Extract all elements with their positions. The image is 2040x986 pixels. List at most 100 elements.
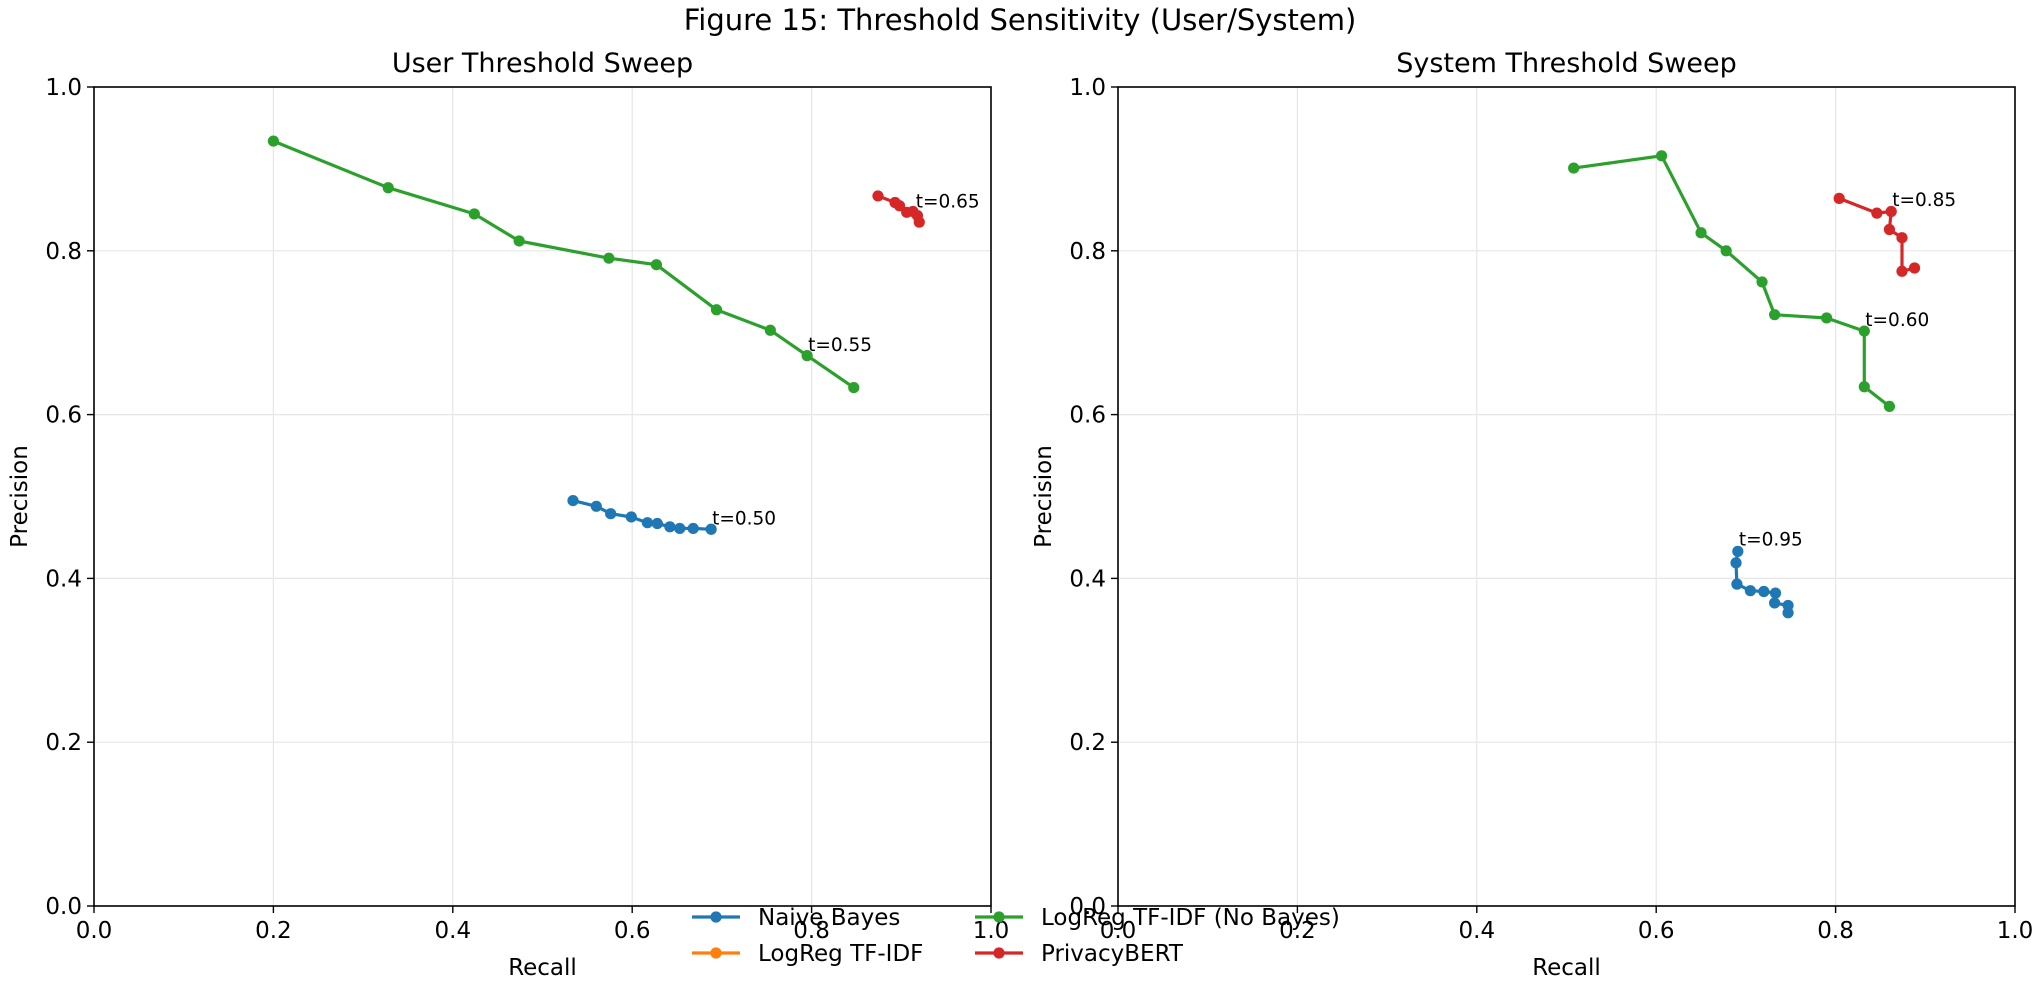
x-axis-label: Recall: [508, 955, 577, 981]
data-point-logreg-tf-idf-no-bayes: [603, 252, 615, 264]
y-tick-label: 1.0: [1069, 75, 1106, 101]
series-line-logreg-tf-idf-no-bayes: [1573, 154, 1891, 408]
y-tick-label: 0.8: [1069, 239, 1106, 265]
system-threshold-panel: t=0.95 t=0.60 t=0.85 0.0 0.2 0.4 0.6 0.8 1.0 0.0 0…: [1031, 48, 2033, 981]
data-point-naive-bayes: [1782, 607, 1794, 619]
data-point-naive-bayes: [567, 494, 579, 507]
x-tick-label: 0.0: [76, 918, 113, 944]
data-point-privacybert: [893, 200, 906, 212]
data-point-logreg-tf-idf-no-bayes: [1720, 245, 1732, 257]
y-axis-label: Precision: [7, 445, 33, 548]
data-point-naive-bayes: [1744, 585, 1756, 597]
data-point-naive-bayes: [651, 517, 663, 530]
data-point-privacybert: [1833, 192, 1845, 204]
x-tick-label: 0.4: [1459, 918, 1496, 944]
panel-title: User Threshold Sweep: [392, 48, 693, 79]
x-tick-label: 0.2: [255, 918, 292, 944]
x-tick-label: 1.0: [973, 918, 1010, 944]
legend: Naive Bayes LogReg TF-IDF LogReg TF-IDF (N…: [692, 905, 1340, 967]
data-point-privacybert: [1896, 265, 1908, 277]
axes-frame: [93, 86, 992, 907]
x-axis-label: Recall: [1532, 955, 1601, 981]
y-tick-label: 0.4: [45, 566, 82, 592]
legend-marker-logreg-tf-idf: [710, 947, 722, 959]
data-point-privacybert: [1871, 207, 1883, 219]
y-tick-label: 0.0: [1069, 894, 1106, 920]
data-point-naive-bayes: [605, 508, 617, 520]
legend-marker-logreg-tf-idf-no-bayes: [993, 911, 1005, 923]
data-point-logreg-tf-idf-no-bayes: [1858, 325, 1870, 337]
data-point-logreg-tf-idf-no-bayes: [513, 235, 525, 247]
x-tick-label: 0.2: [1279, 918, 1316, 944]
legend-marker-naive-bayes: [710, 911, 722, 923]
data-point-naive-bayes: [1758, 585, 1770, 598]
data-point-naive-bayes: [687, 522, 699, 535]
data-point-privacybert: [1883, 223, 1896, 236]
data-point-naive-bayes: [1730, 557, 1742, 569]
data-point-privacybert: [913, 216, 925, 228]
x-tick-label: 0.0: [1100, 918, 1137, 944]
data-point-logreg-tf-idf-no-bayes: [764, 324, 776, 336]
threshold-annotation: t=0.65: [916, 191, 980, 212]
y-tick-label: 0.4: [1069, 566, 1106, 592]
data-point-naive-bayes: [1731, 578, 1743, 590]
y-axis-label: Precision: [1031, 445, 1057, 548]
threshold-annotation: t=0.85: [1892, 190, 1956, 211]
data-point-naive-bayes: [1769, 597, 1781, 609]
user-threshold-panel: t=0.50 t=0.55 t=0.65 0.0 0.2 0.4 0.6 0.8 1.0 0.0 0…: [7, 48, 1009, 981]
legend-marker-privacybert: [993, 947, 1005, 959]
y-tick-label: 0.2: [45, 730, 82, 756]
data-point-logreg-tf-idf-no-bayes: [650, 259, 663, 271]
data-point-logreg-tf-idf-no-bayes: [1858, 381, 1870, 393]
data-point-logreg-tf-idf-no-bayes: [267, 135, 279, 147]
axes-frame: [1117, 86, 2016, 907]
threshold-annotation: t=0.95: [1739, 530, 1803, 551]
x-tick-label: 0.8: [1817, 918, 1854, 944]
x-tick-label: 0.6: [614, 918, 651, 944]
data-point-logreg-tf-idf-no-bayes: [1821, 312, 1833, 324]
threshold-annotation: t=0.50: [712, 508, 776, 529]
data-point-logreg-tf-idf-no-bayes: [710, 304, 723, 316]
y-tick-label: 0.8: [45, 239, 82, 265]
data-point-logreg-tf-idf-no-bayes: [801, 350, 813, 362]
series-line-logreg-tf-idf-no-bayes: [272, 139, 855, 389]
y-tick-label: 0.0: [45, 894, 82, 920]
data-point-naive-bayes: [1732, 545, 1744, 557]
panel-title: System Threshold Sweep: [1396, 48, 1737, 79]
y-tick-label: 0.6: [45, 403, 82, 429]
data-point-naive-bayes: [664, 521, 676, 533]
data-point-logreg-tf-idf-no-bayes: [1695, 227, 1707, 239]
x-tick-label: 0.8: [793, 918, 830, 944]
threshold-annotation: t=0.60: [1865, 310, 1929, 331]
y-tick-label: 0.2: [1069, 730, 1106, 756]
data-point-naive-bayes: [641, 517, 654, 529]
data-point-logreg-tf-idf-no-bayes: [848, 381, 860, 394]
data-point-logreg-tf-idf-no-bayes: [1883, 400, 1896, 413]
x-tick-label: 1.0: [1997, 918, 2034, 944]
data-point-privacybert: [872, 190, 884, 202]
y-tick-label: 0.6: [1069, 403, 1106, 429]
legend-label-logreg-tf-idf-no-bayes: LogReg TF-IDF (No Bayes): [1041, 905, 1340, 931]
data-point-logreg-tf-idf-no-bayes: [1568, 162, 1580, 174]
legend-label-privacybert: PrivacyBERT: [1041, 941, 1184, 967]
data-point-naive-bayes: [625, 511, 637, 523]
data-point-naive-bayes: [1769, 587, 1782, 599]
figure-title: Figure 15: Threshold Sensitivity (User/S…: [684, 3, 1357, 37]
threshold-annotation: t=0.55: [808, 335, 872, 356]
data-point-privacybert: [1896, 232, 1908, 244]
x-tick-label: 0.4: [435, 918, 472, 944]
legend-label-naive-bayes: Naive Bayes: [758, 905, 900, 931]
legend-label-logreg-tf-idf: LogReg TF-IDF: [758, 941, 923, 967]
data-point-logreg-tf-idf-no-bayes: [468, 208, 480, 220]
data-point-logreg-tf-idf-no-bayes: [1756, 276, 1768, 288]
data-point-naive-bayes: [590, 500, 602, 512]
data-point-naive-bayes: [674, 522, 686, 535]
data-point-privacybert: [1908, 262, 1921, 274]
data-point-naive-bayes: [705, 523, 717, 535]
y-tick-label: 1.0: [45, 75, 82, 101]
data-point-logreg-tf-idf-no-bayes: [1769, 309, 1781, 321]
data-point-logreg-tf-idf-no-bayes: [382, 182, 394, 194]
data-point-logreg-tf-idf-no-bayes: [1655, 150, 1668, 162]
